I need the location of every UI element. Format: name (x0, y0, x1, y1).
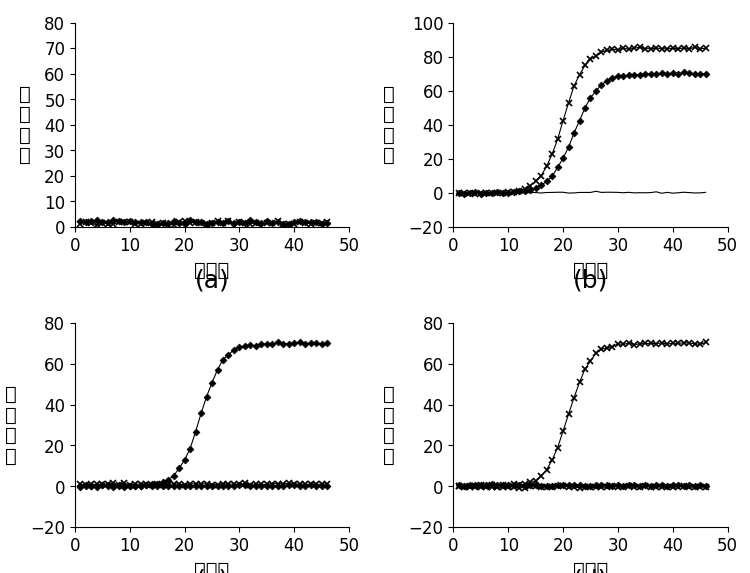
Y-axis label: 荧
光
强
度: 荧 光 强 度 (383, 85, 395, 165)
Text: (c): (c) (196, 568, 229, 573)
X-axis label: 循环数: 循环数 (194, 560, 230, 573)
X-axis label: 循环数: 循环数 (573, 260, 608, 280)
X-axis label: 循环数: 循环数 (194, 260, 230, 280)
Y-axis label: 荧
光
强
度: 荧 光 强 度 (19, 85, 31, 165)
Y-axis label: 荧
光
强
度: 荧 光 强 度 (383, 385, 395, 465)
Text: (b): (b) (573, 268, 608, 292)
Text: (d): (d) (573, 568, 608, 573)
X-axis label: 循环数: 循环数 (573, 560, 608, 573)
Text: (a): (a) (195, 268, 230, 292)
Y-axis label: 荧
光
强
度: 荧 光 强 度 (5, 385, 16, 465)
